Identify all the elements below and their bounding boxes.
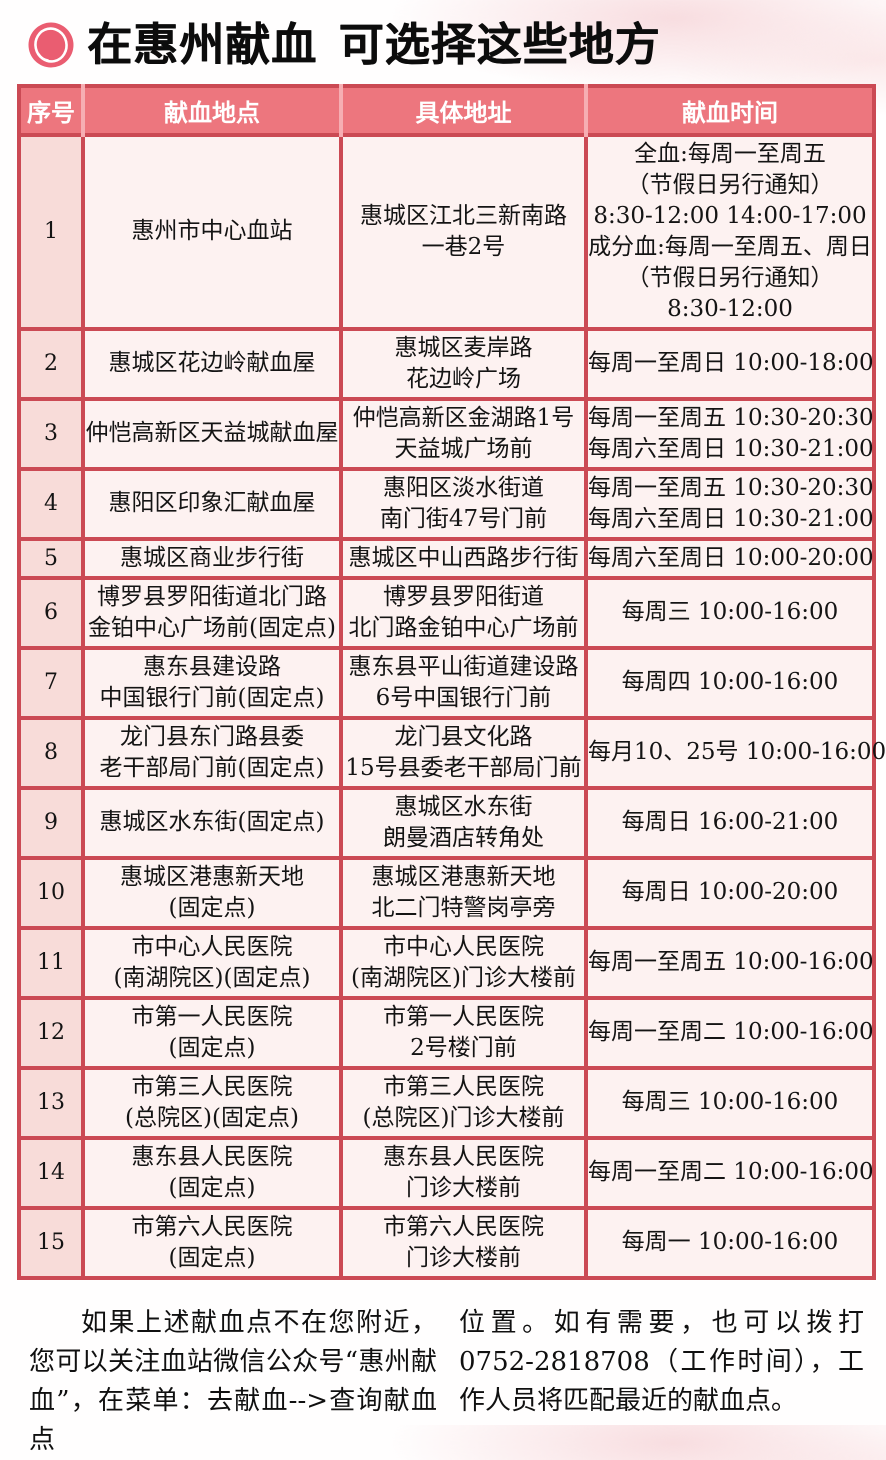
donation-place-cell: 龙门县东门路县委 老干部局门前(固定点) — [81, 715, 343, 790]
donation-address-cell: 惠东县人民医院 门诊大楼前 — [339, 1135, 588, 1210]
col-header-index: 序号 — [19, 85, 83, 135]
col-header-place: 献血地点 — [81, 85, 341, 135]
table-row: 12 市第一人民医院 (固定点) 市第一人民医院 2号楼门前 每周一至周二 10:00… — [17, 995, 876, 1070]
donation-table: 序号 献血地点 具体地址 献血时间 1 惠州市中心血站 惠城区江北三新南路 一巷2号… — [17, 83, 886, 1280]
row-number-cell: 10 — [17, 855, 85, 930]
row-number-cell: 3 — [17, 396, 85, 471]
donation-place-cell: 市第一人民医院 (固定点) — [81, 995, 343, 1070]
row-number-cell: 8 — [17, 715, 85, 790]
row-number-cell: 14 — [17, 1135, 85, 1210]
donation-time-cell: 每周日 10:00-20:00 — [584, 855, 876, 930]
table-row: 10 惠城区港惠新天地 (固定点) 惠城区港惠新天地 北二门特警岗亭旁 每周日 10:… — [17, 855, 876, 930]
donation-table-body: 1 惠州市中心血站 惠城区江北三新南路 一巷2号 全血:每周一至周五 （节假日另行通知… — [17, 132, 886, 1280]
donation-place-cell: 惠城区商业步行街 — [81, 536, 343, 580]
row-number-cell: 1 — [17, 132, 85, 331]
donation-address-cell: 惠城区港惠新天地 北二门特警岗亭旁 — [339, 855, 588, 930]
col-header-time: 献血时间 — [584, 85, 874, 135]
donation-address-cell: 龙门县文化路 15号县委老干部局门前 — [339, 715, 588, 790]
footer-text-left: 如果上述献血点不在您附近，您可以关注血站微信公众号“惠州献血”，在菜单：去献血-… — [29, 1307, 437, 1455]
row-number-cell: 11 — [17, 925, 85, 1000]
donation-time-cell: 每周三 10:00-16:00 — [584, 1065, 876, 1140]
table-row: 7 惠东县建设路 中国银行门前(固定点) 惠东县平山街道建设路 6号中国银行门前 每周… — [17, 645, 876, 720]
row-number-cell: 15 — [17, 1205, 85, 1280]
donation-time-cell: 每周一至周日 10:00-18:00 — [584, 326, 876, 401]
table-header-row: 序号 献血地点 具体地址 献血时间 — [19, 85, 874, 135]
donation-time-cell: 每周六至周日 10:00-20:00 — [584, 536, 876, 580]
row-number-cell: 4 — [17, 466, 85, 541]
table-row: 6 博罗县罗阳街道北门路 金铂中心广场前(固定点) 博罗县罗阳街道 北门路金铂中心广… — [17, 575, 876, 650]
footer-text-right: 位置。如有需要，也可以拨打0752-2818708（工作时间），工作人员将匹配最… — [459, 1307, 864, 1416]
table-row: 3 仲恺高新区天益城献血屋 仲恺高新区金湖路1号 天益城广场前 每周一至周五 10:3… — [17, 396, 876, 471]
donation-time-cell: 每月10、25号 10:00-16:00 — [584, 715, 886, 790]
donation-time-cell: 每周一至周五 10:30-20:30 每周六至周日 10:30-21:00 — [584, 466, 876, 541]
donation-time-cell: 每周一至周二 10:00-16:00 — [584, 995, 876, 1070]
donation-place-cell: 惠东县建设路 中国银行门前(固定点) — [81, 645, 343, 720]
page-title: 在惠州献血 可选择这些地方 — [87, 19, 661, 70]
donation-place-cell: 惠州市中心血站 — [81, 132, 343, 331]
donation-place-cell: 惠阳区印象汇献血屋 — [81, 466, 343, 541]
donation-place-cell: 市中心人民医院 (南湖院区)(固定点) — [81, 925, 343, 1000]
table-row: 15 市第六人民医院 (固定点) 市第六人民医院 门诊大楼前 每周一 10:00-16… — [17, 1205, 876, 1280]
donation-address-cell: 惠城区中山西路步行街 — [339, 536, 588, 580]
donation-place-cell: 市第三人民医院 (总院区)(固定点) — [81, 1065, 343, 1140]
donation-time-cell: 每周一至周二 10:00-16:00 — [584, 1135, 876, 1210]
donation-time-cell: 每周一 10:00-16:00 — [584, 1205, 876, 1280]
page-header: 在惠州献血 可选择这些地方 — [17, 0, 872, 84]
donation-address-cell: 市第六人民医院 门诊大楼前 — [339, 1205, 588, 1280]
table-row: 11 市中心人民医院 (南湖院区)(固定点) 市中心人民医院 (南湖院区)门诊大楼前… — [17, 925, 876, 1000]
donation-time-cell: 每周三 10:00-16:00 — [584, 575, 876, 650]
table-row: 1 惠州市中心血站 惠城区江北三新南路 一巷2号 全血:每周一至周五 （节假日另行通知… — [17, 132, 876, 331]
donation-time-cell: 每周一至周五 10:30-20:30 每周六至周日 10:30-21:00 — [584, 396, 876, 471]
row-number-cell: 5 — [17, 536, 85, 580]
donation-address-cell: 惠城区江北三新南路 一巷2号 — [339, 132, 588, 331]
row-number-cell: 12 — [17, 995, 85, 1070]
donation-address-cell: 惠东县平山街道建设路 6号中国银行门前 — [339, 645, 588, 720]
donation-place-cell: 市第六人民医院 (固定点) — [81, 1205, 343, 1280]
donation-time-cell: 每周一至周五 10:00-16:00 — [584, 925, 876, 1000]
table-row: 14 惠东县人民医院 (固定点) 惠东县人民医院 门诊大楼前 每周一至周二 10:00… — [17, 1135, 876, 1210]
donation-address-cell: 市第一人民医院 2号楼门前 — [339, 995, 588, 1070]
donation-address-cell: 惠城区麦岸路 花边岭广场 — [339, 326, 588, 401]
table-row: 13 市第三人民医院 (总院区)(固定点) 市第三人民医院 (总院区)门诊大楼前 每周… — [17, 1065, 876, 1140]
row-number-cell: 2 — [17, 326, 85, 401]
donation-place-cell: 惠城区花边岭献血屋 — [81, 326, 343, 401]
table-row: 2 惠城区花边岭献血屋 惠城区麦岸路 花边岭广场 每周一至周日 10:00-18:00 — [17, 326, 876, 401]
donation-time-cell: 每周四 10:00-16:00 — [584, 645, 876, 720]
donation-place-cell: 仲恺高新区天益城献血屋 — [81, 396, 343, 471]
donation-address-cell: 惠阳区淡水街道 南门街47号门前 — [339, 466, 588, 541]
donation-address-cell: 博罗县罗阳街道 北门路金铂中心广场前 — [339, 575, 588, 650]
donation-time-cell: 每周日 16:00-21:00 — [584, 785, 876, 860]
table-row: 4 惠阳区印象汇献血屋 惠阳区淡水街道 南门街47号门前 每周一至周五 10:30-2… — [17, 466, 876, 541]
donation-address-cell: 仲恺高新区金湖路1号 天益城广场前 — [339, 396, 588, 471]
table-row: 9 惠城区水东街(固定点) 惠城区水东街 朗曼酒店转角处 每周日 16:00-21:0… — [17, 785, 876, 860]
donation-place-cell: 惠东县人民医院 (固定点) — [81, 1135, 343, 1210]
table-row: 5 惠城区商业步行街 惠城区中山西路步行街 每周六至周日 10:00-20:00 — [17, 536, 876, 580]
pink-circle-icon — [28, 22, 74, 68]
donation-address-cell: 市中心人民医院 (南湖院区)门诊大楼前 — [339, 925, 588, 1000]
row-number-cell: 13 — [17, 1065, 85, 1140]
donation-address-cell: 惠城区水东街 朗曼酒店转角处 — [339, 785, 588, 860]
row-number-cell: 7 — [17, 645, 85, 720]
donation-place-cell: 惠城区港惠新天地 (固定点) — [81, 855, 343, 930]
donation-time-cell: 全血:每周一至周五 （节假日另行通知） 8:30-12:00 14:00-17:… — [584, 132, 876, 331]
donation-place-cell: 惠城区水东街(固定点) — [81, 785, 343, 860]
row-number-cell: 9 — [17, 785, 85, 860]
row-number-cell: 6 — [17, 575, 85, 650]
table-row: 8 龙门县东门路县委 老干部局门前(固定点) 龙门县文化路 15号县委老干部局门前每… — [17, 715, 886, 790]
donation-place-cell: 博罗县罗阳街道北门路 金铂中心广场前(固定点) — [81, 575, 343, 650]
donation-address-cell: 市第三人民医院 (总院区)门诊大楼前 — [339, 1065, 588, 1140]
page-footer: 如果上述献血点不在您附近，您可以关注血站微信公众号“惠州献血”，在菜单：去献血-… — [29, 1304, 868, 1460]
col-header-address: 具体地址 — [339, 85, 586, 135]
